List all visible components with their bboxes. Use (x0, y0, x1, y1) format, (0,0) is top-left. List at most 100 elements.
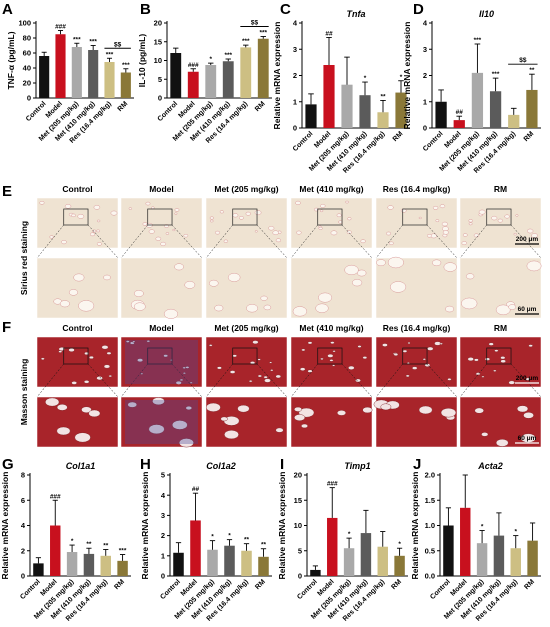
zoom-guide-line (120, 363, 148, 398)
y-tick-label: 0 (158, 94, 162, 103)
y-tick-label: 1.0 (425, 521, 435, 530)
vessel-lumen (125, 340, 130, 343)
significance-marker: *** (492, 71, 500, 78)
category-label: Control (157, 100, 180, 123)
category-label: Control (25, 100, 48, 123)
y-tick-label: 3 (161, 511, 165, 520)
panel-letter: J (413, 456, 421, 473)
vessel-lumen (497, 218, 503, 223)
vessel-lumen (516, 405, 529, 413)
y-tick-label: 100 (18, 19, 31, 28)
significance-marker: * (211, 534, 214, 541)
vessel-lumen (101, 345, 109, 350)
vessel-lumen (393, 353, 399, 356)
category-label: RM (390, 578, 403, 591)
sirius-tissue-image (459, 197, 542, 249)
vessel-lumen (468, 219, 473, 223)
significance-marker: ** (86, 541, 92, 548)
y-axis-label: IL-10 (pg/mL) (137, 34, 147, 88)
significance-marker: ## (192, 486, 200, 493)
vessel-lumen (90, 232, 96, 237)
vessel-lumen (474, 407, 484, 414)
vessel-lumen (474, 358, 479, 362)
zoom-guide-line (375, 224, 403, 259)
column-title: Met (410 mg/kg) (299, 323, 363, 333)
vessel-lumen (269, 361, 273, 364)
column-title: Met (205 mg/kg) (214, 184, 278, 194)
y-tick-label: 5 (298, 546, 302, 555)
vessel-lumen (387, 205, 394, 210)
vessel-lumen (484, 357, 490, 361)
significance-marker: * (514, 529, 517, 536)
category-label: Control (19, 578, 42, 601)
vessel-lumen (422, 358, 426, 361)
bar-5 (395, 92, 407, 128)
vessel-lumen (526, 260, 542, 272)
vessel-lumen (435, 219, 440, 223)
vessel-lumen (78, 300, 95, 312)
vessel-lumen (275, 427, 284, 433)
zoom-guide-line (205, 363, 233, 398)
chart-panel-j: J Acta2 Relative mRNA expression 0.0 0.5 1.0 1… (410, 456, 541, 623)
y-tick-label: 0 (423, 124, 427, 133)
y-tick-label: 0 (298, 572, 302, 581)
y-tick-label: 0.5 (425, 546, 435, 555)
significance-marker: *** (242, 38, 250, 45)
chart-panel-b: BIL-10 (pg/mL)05101520Control###Model*Me… (137, 1, 272, 145)
vessel-lumen (427, 346, 434, 351)
vessel-lumen (275, 374, 282, 379)
y-axis-label: TNF-α (pg/mL) (6, 31, 16, 89)
vessel-lumen (332, 364, 336, 367)
zoom-guide-line (459, 224, 487, 259)
significance-marker: * (348, 531, 351, 538)
vessel-lumen (223, 239, 229, 243)
scale-bar-label: 60 μm (518, 435, 537, 442)
y-tick-label: 20 (154, 19, 162, 28)
vessel-lumen (478, 209, 486, 215)
vessel-lumen (442, 230, 449, 235)
zoom-guide-line (256, 363, 288, 398)
zoom-guide-line (171, 224, 203, 259)
y-tick-label: 8 (21, 471, 25, 480)
chart-title: Il10 (479, 9, 494, 19)
vessel-lumen (133, 302, 146, 311)
vessel-lumen (386, 231, 392, 236)
y-tick-label: 6 (21, 496, 25, 505)
y-tick-label: 2.0 (425, 471, 435, 480)
vessel-lumen (68, 289, 78, 296)
bar-0 (170, 53, 182, 98)
vessel-lumen (439, 204, 446, 209)
vessel-lumen (481, 432, 489, 437)
column-title: Met (205 mg/kg) (214, 323, 278, 333)
vessel-lumen (441, 221, 448, 227)
vessel-lumen (440, 408, 457, 418)
y-tick-label: 10 (294, 521, 302, 530)
vessel-lumen (103, 364, 111, 369)
vessel-lumen (468, 222, 473, 226)
bracket-label: $$ (114, 41, 122, 48)
vessel-lumen (232, 213, 239, 218)
bar-5 (258, 556, 269, 576)
vessel-lumen (405, 374, 410, 378)
vessel-lumen (270, 369, 274, 372)
vessel-lumen (467, 357, 474, 362)
column-title: RM (494, 323, 507, 333)
masson-tissue-image (375, 336, 458, 388)
column-title: Model (149, 323, 174, 333)
vessel-lumen (473, 233, 480, 238)
zoom-guide-line (171, 363, 203, 398)
bar-0 (305, 104, 317, 128)
y-tick-label: 1 (161, 551, 165, 560)
y-tick-label: 3 (423, 45, 427, 54)
vessel-lumen (400, 208, 407, 213)
vessel-lumen (329, 359, 334, 362)
vessel-lumen (494, 349, 499, 352)
y-tick-label: 40 (23, 64, 31, 73)
zoom-guide-line (341, 363, 373, 398)
vessel-lumen (178, 438, 194, 448)
category-label: RM (523, 130, 536, 143)
masson-tissue-image (36, 336, 119, 388)
bar-0 (310, 569, 321, 576)
significance-marker: ### (55, 24, 66, 31)
